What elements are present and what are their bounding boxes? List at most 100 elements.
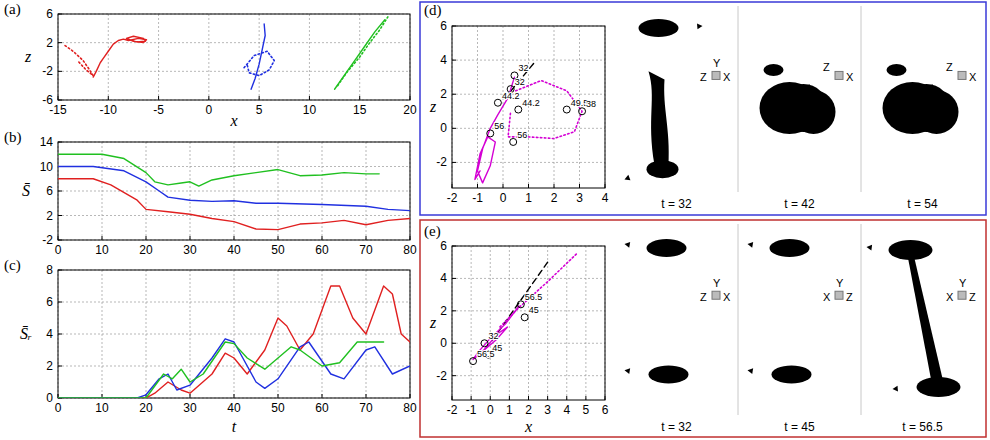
annotation-label: 32 [515, 77, 525, 87]
triad-box [958, 291, 966, 299]
series-line [58, 154, 379, 186]
tick-label: 6 [440, 19, 447, 33]
axis-title: z [24, 48, 32, 65]
tick-label: 6 [602, 403, 609, 417]
panel-label: (c) [4, 257, 21, 274]
body-core [903, 84, 951, 132]
tick [208, 96, 209, 100]
tick [366, 394, 367, 398]
tick [579, 184, 580, 188]
series-line [93, 36, 146, 77]
tick-label: 14 [40, 135, 54, 149]
tick-label: 10 [95, 243, 109, 257]
grid-line [452, 162, 605, 163]
body-shell [772, 365, 812, 383]
axis-title: S̄ᵣ [20, 325, 32, 342]
body-shell [770, 239, 810, 257]
tick-label: 10 [303, 103, 317, 117]
tick-label: 2 [440, 87, 447, 101]
plot-frame [58, 14, 410, 100]
grid-line [509, 246, 510, 400]
triad-label: X [723, 71, 731, 83]
tick [503, 184, 504, 188]
axis-title: S̄ [22, 182, 30, 199]
arrow-head [893, 386, 898, 392]
data-group [65, 17, 388, 89]
tick-label: 1 [525, 191, 532, 205]
snapshot-time: t = 42 [784, 197, 815, 211]
tick-label: 0 [487, 403, 494, 417]
annotation-label: 56 [517, 130, 527, 140]
tick-label: 30 [183, 401, 197, 415]
plot: -2-101234-20246323244.25644.249.53856 [436, 19, 608, 205]
tick [58, 302, 62, 303]
triad-label: X [846, 71, 854, 83]
body-layer [776, 370, 808, 381]
annotation-point [563, 106, 570, 113]
annotation-label: 44.2 [522, 98, 540, 108]
separator [861, 6, 862, 192]
body-shell [647, 239, 687, 257]
tick-label: 80 [403, 243, 417, 257]
tick [146, 236, 147, 240]
tick-label: 50 [271, 401, 285, 415]
grid-line [58, 366, 410, 367]
grid-line [566, 246, 567, 400]
tick [547, 396, 548, 400]
data-group [58, 154, 410, 229]
arrow-head [928, 84, 933, 90]
tick [477, 184, 478, 188]
tick [366, 236, 367, 240]
arrow-head [625, 175, 631, 180]
tick-label: 2 [525, 403, 532, 417]
panel-frame [420, 2, 986, 215]
tick [452, 343, 456, 344]
plot-frame [452, 246, 605, 400]
grid-line [58, 334, 410, 335]
data-group [58, 286, 410, 398]
series-line [251, 24, 265, 89]
grid-line [309, 14, 310, 100]
vortex-blob [887, 64, 907, 76]
tick-label: 3 [544, 403, 551, 417]
rotation-arrow [798, 130, 828, 141]
tick-label: 4 [602, 191, 609, 205]
tick-label: 70 [359, 243, 373, 257]
tick-label: -1 [466, 403, 477, 417]
triad-label: X [823, 291, 831, 303]
tick-label: -5 [153, 103, 164, 117]
tick-label: 2 [46, 209, 53, 223]
panel-label: (b) [4, 129, 22, 146]
triad-box [712, 71, 720, 79]
annotation-point [515, 106, 522, 113]
plot: -15-10-505101520-6-226 [42, 7, 417, 117]
tick-label: 80 [403, 401, 417, 415]
tick-label: 10 [40, 160, 54, 174]
arrow-head [867, 245, 873, 251]
tick [452, 310, 456, 311]
snapshot: YXZt = 56.5 [861, 224, 976, 434]
tick [528, 396, 529, 400]
tick-label: 0 [440, 336, 447, 350]
tick-label: 4 [46, 327, 53, 341]
triad-label: Y [959, 277, 967, 289]
tick-label: 0 [46, 391, 53, 405]
snapshot: ZXt = 54 [861, 6, 983, 211]
annotation-point [521, 314, 528, 321]
body-layer [651, 244, 683, 255]
body-shell [649, 365, 689, 383]
triad-label: Y [836, 277, 844, 289]
axis-title: z [429, 98, 437, 115]
annotation-label: 56 [494, 121, 504, 131]
tick-label: 0 [500, 191, 507, 205]
series-line [58, 286, 410, 398]
triad-label: Z [700, 71, 707, 83]
snapshot: YZXt = 32 [625, 239, 732, 434]
triad-label: Y [713, 277, 721, 289]
tick [490, 396, 491, 400]
tick-label: 30 [183, 243, 197, 257]
tick-label: -2 [447, 403, 458, 417]
snapshot: ZXt = 42 [738, 6, 860, 211]
tick-label: 4 [563, 403, 570, 417]
body-shell [889, 240, 933, 260]
